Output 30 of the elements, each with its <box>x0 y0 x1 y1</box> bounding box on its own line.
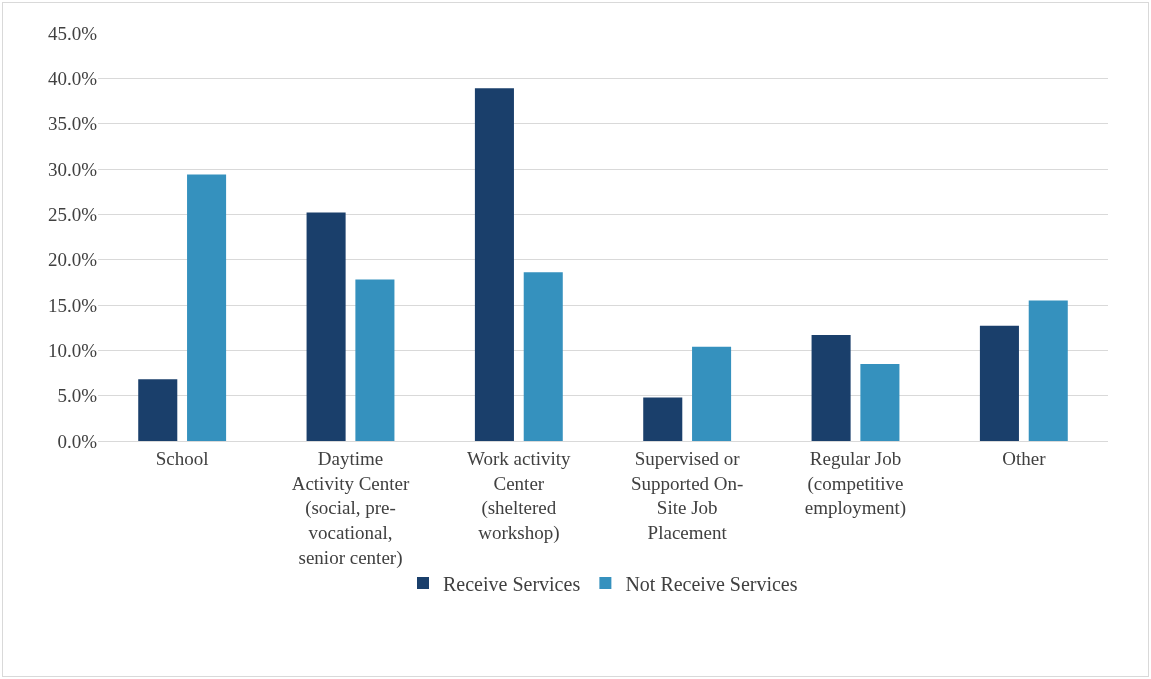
bar <box>811 334 851 441</box>
y-tick-label: 15.0% <box>47 294 98 316</box>
legend-label: Not Receive Services <box>625 572 798 595</box>
bar <box>692 346 732 441</box>
y-tick-label: 40.0% <box>47 67 98 89</box>
x-tick-label: Daytime Activity Center (social, pre-vocational, senior center) <box>291 447 410 569</box>
bar <box>306 212 346 441</box>
y-tick-label: 5.0% <box>57 385 98 407</box>
y-tick-label: 10.0% <box>47 339 98 361</box>
bar <box>1028 300 1068 441</box>
bar <box>643 397 683 441</box>
bar <box>138 379 178 441</box>
bar <box>355 279 395 441</box>
y-tick-label: 0.0% <box>57 430 98 452</box>
legend-label: Receive Services <box>443 572 581 595</box>
y-tick-label: 35.0% <box>47 113 98 135</box>
y-tick-label: 45.0% <box>47 22 98 44</box>
x-tick-label: School <box>155 447 209 469</box>
y-tick-label: 30.0% <box>47 158 98 180</box>
bar <box>860 363 900 441</box>
bar <box>523 272 563 441</box>
x-tick-label: Other <box>1002 447 1047 469</box>
y-tick-label: 20.0% <box>47 249 98 271</box>
x-tick-label: Work activity Center (sheltered workshop) <box>467 447 572 544</box>
x-tick-label: Supervised or Supported On-Site Job Placement <box>630 447 744 543</box>
bar <box>979 325 1019 441</box>
x-tick-label: Regular Job (competitive employment) <box>804 447 907 520</box>
y-tick-label: 25.0% <box>47 203 98 225</box>
bar <box>187 174 227 441</box>
bar <box>474 88 514 441</box>
